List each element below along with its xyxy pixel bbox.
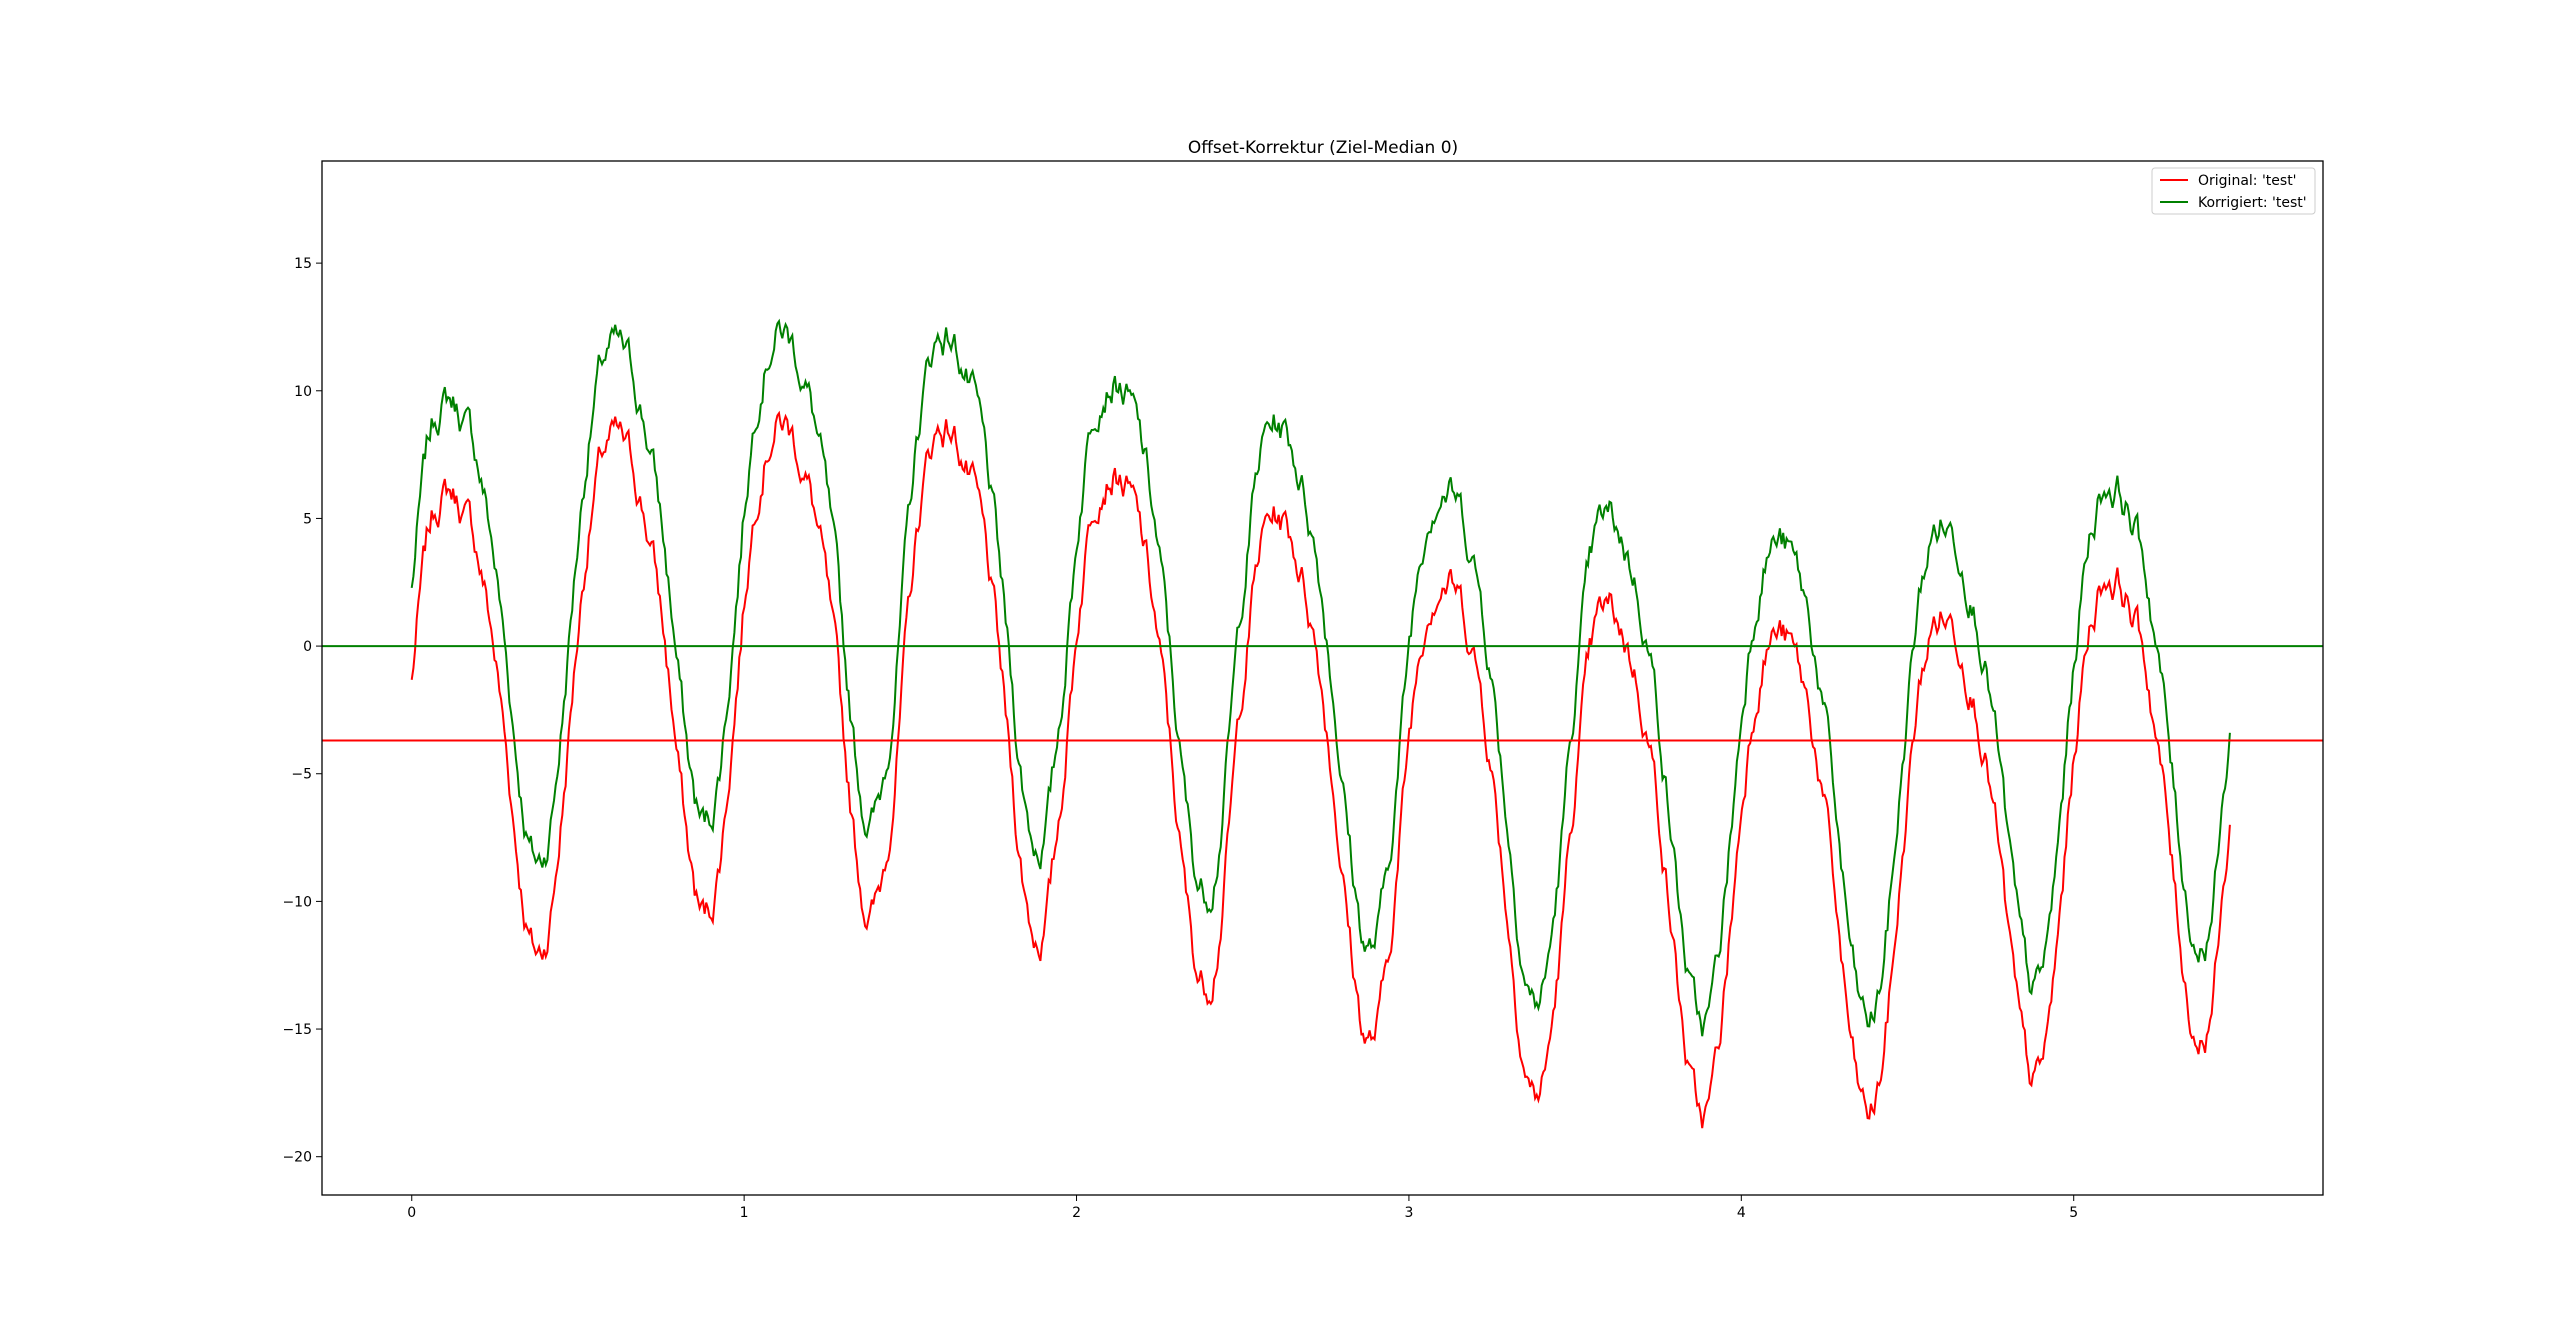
x-tick-label: 3 — [1404, 1205, 1413, 1221]
series-line-1 — [410, 318, 2231, 1037]
y-tick-label: 15 — [294, 256, 312, 272]
y-tick-label: −5 — [291, 767, 312, 783]
x-tick-label: 1 — [740, 1205, 749, 1221]
y-tick-label: −20 — [282, 1150, 312, 1166]
y-tick-label: 5 — [303, 511, 312, 527]
y-tick-label: −15 — [282, 1022, 312, 1038]
legend-box — [2151, 167, 2316, 215]
legend-label-korrigiert: Korrigiert: 'test' — [2198, 195, 2307, 211]
legend-label-original: Original: 'test' — [2198, 173, 2297, 189]
x-tick-label: 5 — [2069, 1205, 2078, 1221]
plot-area — [322, 318, 2323, 1129]
y-tick-label: −10 — [282, 894, 312, 910]
legend: Original: 'test' Korrigiert: 'test' — [2151, 167, 2316, 215]
x-tick-label: 0 — [407, 1205, 416, 1221]
chart-title: Offset-Korrektur (Ziel-Median 0) — [1188, 138, 1458, 158]
x-tick-label: 4 — [1737, 1205, 1746, 1221]
y-tick-label: 10 — [294, 384, 312, 400]
axes-frame — [321, 160, 2324, 1196]
axis-ticks: 0 1 2 3 4 5 −20 −15 −10 −5 0 5 10 15 — [282, 256, 2078, 1221]
x-tick-label: 2 — [1072, 1205, 1081, 1221]
series-line-0 — [410, 410, 2231, 1129]
y-tick-label: 0 — [303, 639, 312, 655]
